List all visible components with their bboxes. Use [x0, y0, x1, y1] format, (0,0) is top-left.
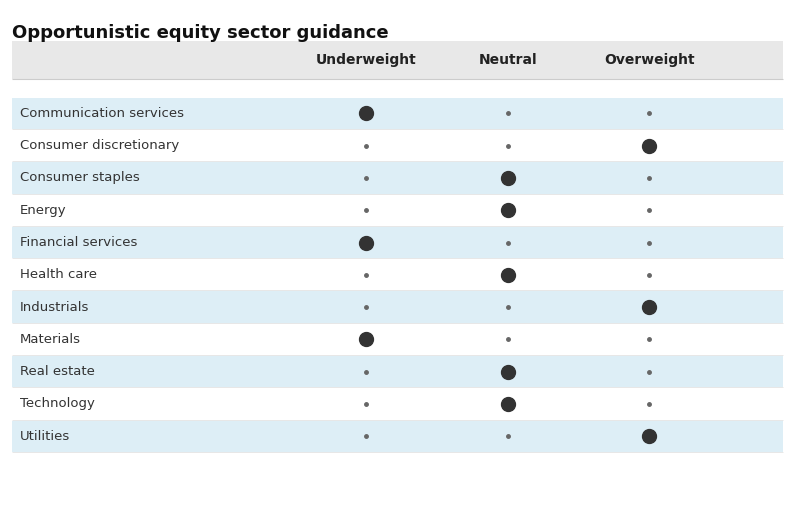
- Text: Opportunistic equity sector guidance: Opportunistic equity sector guidance: [12, 24, 389, 42]
- FancyBboxPatch shape: [12, 41, 783, 79]
- FancyBboxPatch shape: [12, 259, 783, 290]
- FancyBboxPatch shape: [12, 421, 783, 452]
- FancyBboxPatch shape: [12, 356, 783, 387]
- FancyBboxPatch shape: [12, 162, 783, 193]
- Text: Communication services: Communication services: [20, 107, 184, 120]
- Text: Financial services: Financial services: [20, 236, 138, 249]
- Text: Underweight: Underweight: [316, 53, 417, 67]
- Text: Neutral: Neutral: [479, 53, 537, 67]
- Text: Health care: Health care: [20, 268, 97, 281]
- FancyBboxPatch shape: [12, 388, 783, 420]
- FancyBboxPatch shape: [12, 227, 783, 258]
- FancyBboxPatch shape: [12, 98, 783, 129]
- FancyBboxPatch shape: [12, 324, 783, 355]
- Text: Materials: Materials: [20, 333, 81, 346]
- FancyBboxPatch shape: [12, 291, 783, 323]
- FancyBboxPatch shape: [12, 194, 783, 226]
- Text: Consumer discretionary: Consumer discretionary: [20, 139, 179, 152]
- Text: Real estate: Real estate: [20, 365, 95, 378]
- Text: Energy: Energy: [20, 204, 67, 217]
- Text: Consumer staples: Consumer staples: [20, 172, 140, 184]
- Text: Industrials: Industrials: [20, 300, 89, 314]
- Text: Technology: Technology: [20, 397, 95, 411]
- Text: Utilities: Utilities: [20, 430, 70, 443]
- Text: Overweight: Overweight: [604, 53, 695, 67]
- FancyBboxPatch shape: [12, 130, 783, 162]
